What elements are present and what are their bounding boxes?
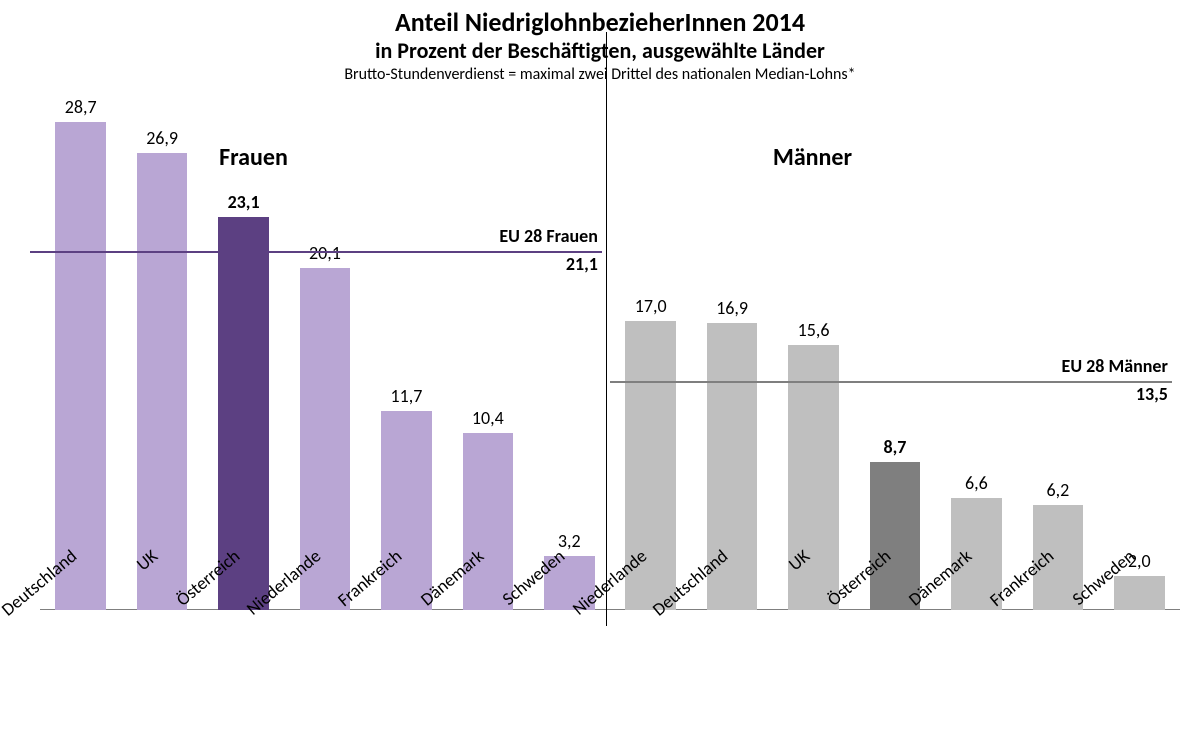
group-label: Männer	[773, 143, 852, 172]
bar-value: 20,1	[285, 242, 365, 264]
bar	[463, 433, 513, 610]
reference-line	[610, 381, 1172, 383]
bar-value: 6,2	[1018, 479, 1098, 501]
chart-note: Brutto-Stundenverdienst = maximal zwei D…	[0, 65, 1200, 84]
bar-value: 26,9	[122, 127, 202, 149]
bar-value: 15,6	[773, 319, 853, 341]
bar-value: 3,2	[529, 530, 609, 552]
bar-value: 8,7	[855, 436, 935, 458]
chart-subtitle: in Prozent der Beschäftigten, ausgewählt…	[0, 39, 1200, 63]
reference-line-value: 21,1	[566, 253, 598, 275]
bar-value: 11,7	[366, 385, 446, 407]
bar-value: 28,7	[40, 96, 120, 118]
bar	[55, 122, 105, 610]
reference-line-label: EU 28 Männer	[1062, 355, 1168, 377]
chart-container: Anteil NiedriglohnbezieherInnen 2014 in …	[0, 0, 1200, 730]
bar	[381, 411, 431, 610]
reference-line	[30, 251, 602, 253]
bar-value: 6,6	[936, 472, 1016, 494]
bar-value: 10,4	[448, 407, 528, 429]
group-label: Frauen	[219, 143, 288, 172]
x-axis	[40, 609, 1180, 610]
chart-titles: Anteil NiedriglohnbezieherInnen 2014 in …	[0, 0, 1200, 84]
bar	[137, 153, 187, 610]
chart-title: Anteil NiedriglohnbezieherInnen 2014	[0, 8, 1200, 37]
plot-area: 28,7Deutschland26,9UK23,1Österreich20,1N…	[40, 100, 1180, 610]
reference-line-value: 13,5	[1136, 383, 1168, 405]
bar-value: 23,1	[203, 191, 283, 213]
bar-value: 17,0	[610, 295, 690, 317]
reference-line-label: EU 28 Frauen	[499, 225, 597, 247]
bar-value: 16,9	[692, 297, 772, 319]
group-divider	[606, 32, 607, 626]
bar	[1114, 576, 1164, 610]
